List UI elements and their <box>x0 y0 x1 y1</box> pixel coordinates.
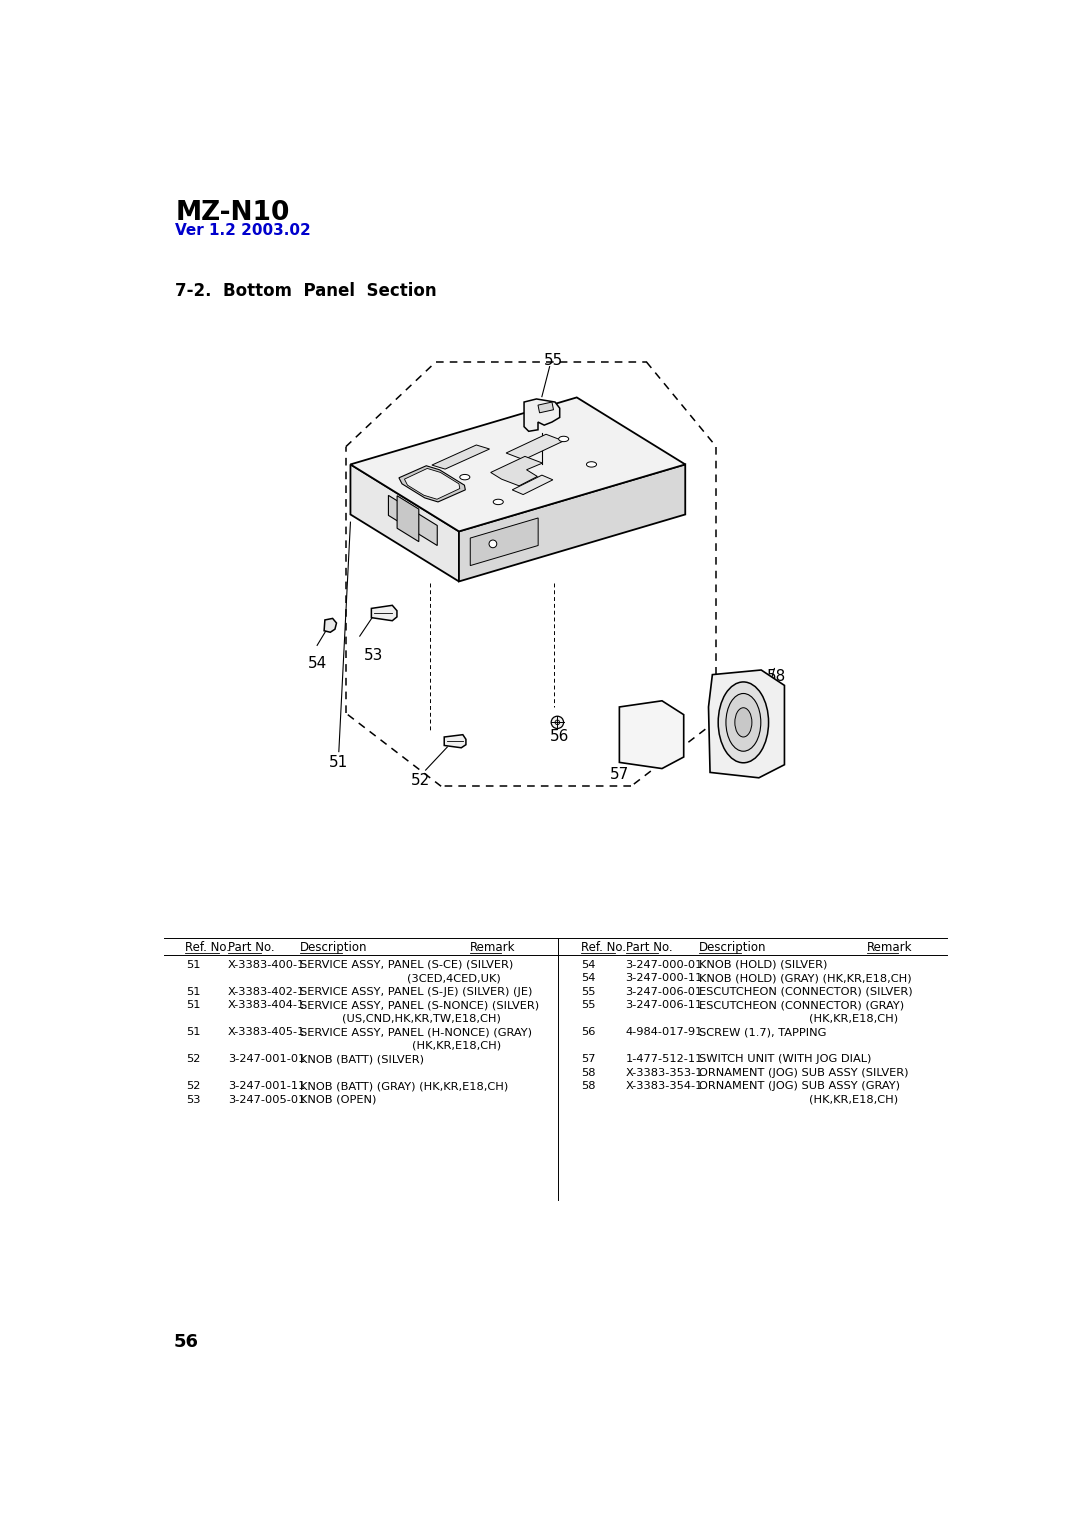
Text: (HK,KR,E18,CH): (HK,KR,E18,CH) <box>809 1094 899 1105</box>
Text: SERVICE ASSY, PANEL (H-NONCE) (GRAY): SERVICE ASSY, PANEL (H-NONCE) (GRAY) <box>300 1027 532 1038</box>
Text: 3-247-001-01: 3-247-001-01 <box>228 1054 306 1063</box>
Text: 3-247-000-01: 3-247-000-01 <box>625 960 703 970</box>
Polygon shape <box>507 434 564 460</box>
Text: X-3383-402-1: X-3383-402-1 <box>228 987 306 996</box>
Text: Ref. No.: Ref. No. <box>581 941 625 955</box>
Text: X-3383-354-1: X-3383-354-1 <box>625 1082 703 1091</box>
Ellipse shape <box>734 707 752 736</box>
Polygon shape <box>470 518 538 565</box>
Polygon shape <box>619 701 684 769</box>
Text: SERVICE ASSY, PANEL (S-JE) (SILVER) (JE): SERVICE ASSY, PANEL (S-JE) (SILVER) (JE) <box>300 987 532 996</box>
Text: 55: 55 <box>581 1001 596 1010</box>
Text: 55: 55 <box>581 987 596 996</box>
Text: 51: 51 <box>186 987 201 996</box>
Text: (HK,KR,E18,CH): (HK,KR,E18,CH) <box>809 1013 899 1024</box>
Text: SERVICE ASSY, PANEL (S-NONCE) (SILVER): SERVICE ASSY, PANEL (S-NONCE) (SILVER) <box>300 1001 539 1010</box>
Polygon shape <box>538 402 554 413</box>
Text: ORNAMENT (JOG) SUB ASSY (GRAY): ORNAMENT (JOG) SUB ASSY (GRAY) <box>699 1082 901 1091</box>
Text: Ver 1.2 2003.02: Ver 1.2 2003.02 <box>175 223 311 238</box>
Ellipse shape <box>586 461 596 468</box>
Text: (3CED,4CED,UK): (3CED,4CED,UK) <box>407 973 501 984</box>
Polygon shape <box>444 735 465 747</box>
Text: SWITCH UNIT (WITH JOG DIAL): SWITCH UNIT (WITH JOG DIAL) <box>699 1054 872 1063</box>
Text: Description: Description <box>300 941 367 955</box>
Text: 54: 54 <box>308 656 327 671</box>
Polygon shape <box>350 397 685 532</box>
Text: 4-984-017-91: 4-984-017-91 <box>625 1027 703 1038</box>
Text: 54: 54 <box>581 973 595 984</box>
Text: 51: 51 <box>329 755 349 770</box>
Text: KNOB (OPEN): KNOB (OPEN) <box>300 1094 377 1105</box>
Text: KNOB (BATT) (GRAY) (HK,KR,E18,CH): KNOB (BATT) (GRAY) (HK,KR,E18,CH) <box>300 1082 509 1091</box>
Text: KNOB (HOLD) (SILVER): KNOB (HOLD) (SILVER) <box>699 960 827 970</box>
Text: SCREW (1.7), TAPPING: SCREW (1.7), TAPPING <box>699 1027 826 1038</box>
Text: 57: 57 <box>581 1054 596 1063</box>
Text: ESCUTCHEON (CONNECTOR) (SILVER): ESCUTCHEON (CONNECTOR) (SILVER) <box>699 987 913 996</box>
Text: 51: 51 <box>186 960 201 970</box>
Polygon shape <box>524 399 559 431</box>
Text: Remark: Remark <box>470 941 515 955</box>
Ellipse shape <box>460 474 470 480</box>
Polygon shape <box>389 495 437 545</box>
Text: 51: 51 <box>186 1001 201 1010</box>
Text: ESCUTCHEON (CONNECTOR) (GRAY): ESCUTCHEON (CONNECTOR) (GRAY) <box>699 1001 904 1010</box>
Polygon shape <box>350 465 459 582</box>
Text: Part No.: Part No. <box>625 941 672 955</box>
Text: 56: 56 <box>581 1027 595 1038</box>
Polygon shape <box>372 605 397 620</box>
Text: 51: 51 <box>186 1027 201 1038</box>
Text: 57: 57 <box>610 767 629 782</box>
Text: 58: 58 <box>581 1068 596 1077</box>
Text: 53: 53 <box>364 648 383 663</box>
Text: 3-247-005-01: 3-247-005-01 <box>228 1094 306 1105</box>
Text: 52: 52 <box>410 773 430 787</box>
Text: 3-247-006-01: 3-247-006-01 <box>625 987 703 996</box>
Text: 56: 56 <box>550 729 569 744</box>
Text: 7-2.  Bottom  Panel  Section: 7-2. Bottom Panel Section <box>175 283 437 299</box>
Text: 55: 55 <box>544 353 563 368</box>
Text: 58: 58 <box>767 669 786 683</box>
Text: KNOB (BATT) (SILVER): KNOB (BATT) (SILVER) <box>300 1054 424 1063</box>
Polygon shape <box>512 475 553 495</box>
Ellipse shape <box>718 681 769 762</box>
Text: 56: 56 <box>174 1334 199 1351</box>
Text: KNOB (HOLD) (GRAY) (HK,KR,E18,CH): KNOB (HOLD) (GRAY) (HK,KR,E18,CH) <box>699 973 912 984</box>
Text: X-3383-353-1: X-3383-353-1 <box>625 1068 703 1077</box>
Ellipse shape <box>558 437 569 442</box>
Polygon shape <box>404 469 460 500</box>
Text: 54: 54 <box>581 960 595 970</box>
Text: ORNAMENT (JOG) SUB ASSY (SILVER): ORNAMENT (JOG) SUB ASSY (SILVER) <box>699 1068 908 1077</box>
Text: Part No.: Part No. <box>228 941 274 955</box>
Polygon shape <box>397 495 419 541</box>
Text: X-3383-405-1: X-3383-405-1 <box>228 1027 306 1038</box>
Circle shape <box>551 717 564 729</box>
Text: 3-247-000-11: 3-247-000-11 <box>625 973 703 984</box>
Polygon shape <box>490 457 542 486</box>
Text: Description: Description <box>699 941 767 955</box>
Polygon shape <box>432 445 489 469</box>
Polygon shape <box>459 465 685 582</box>
Text: MZ-N10: MZ-N10 <box>175 200 289 226</box>
Circle shape <box>555 720 559 724</box>
Text: 3-247-006-11: 3-247-006-11 <box>625 1001 703 1010</box>
Polygon shape <box>324 619 337 633</box>
Ellipse shape <box>494 500 503 504</box>
Ellipse shape <box>726 694 760 752</box>
Text: 52: 52 <box>186 1054 200 1063</box>
Polygon shape <box>708 669 784 778</box>
Text: SERVICE ASSY, PANEL (S-CE) (SILVER): SERVICE ASSY, PANEL (S-CE) (SILVER) <box>300 960 513 970</box>
Text: 1-477-512-11: 1-477-512-11 <box>625 1054 703 1063</box>
Text: Remark: Remark <box>867 941 913 955</box>
Text: (US,CND,HK,KR,TW,E18,CH): (US,CND,HK,KR,TW,E18,CH) <box>342 1013 501 1024</box>
Text: 53: 53 <box>186 1094 201 1105</box>
Text: 58: 58 <box>581 1082 596 1091</box>
Circle shape <box>489 539 497 547</box>
Text: Ref. No.: Ref. No. <box>186 941 230 955</box>
Polygon shape <box>399 466 465 501</box>
Text: 3-247-001-11: 3-247-001-11 <box>228 1082 306 1091</box>
Text: (HK,KR,E18,CH): (HK,KR,E18,CH) <box>411 1041 501 1051</box>
Text: X-3383-400-1: X-3383-400-1 <box>228 960 306 970</box>
Text: X-3383-404-1: X-3383-404-1 <box>228 1001 306 1010</box>
Text: 52: 52 <box>186 1082 200 1091</box>
